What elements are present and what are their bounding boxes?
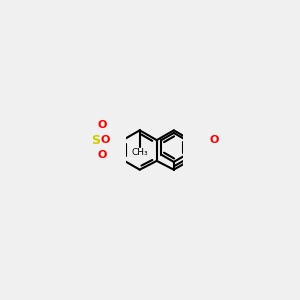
- Text: S: S: [92, 134, 100, 147]
- Text: O: O: [98, 150, 107, 160]
- Text: O: O: [100, 135, 110, 145]
- Text: O: O: [98, 121, 107, 130]
- Text: CH₃: CH₃: [131, 148, 148, 157]
- Text: O: O: [209, 135, 218, 145]
